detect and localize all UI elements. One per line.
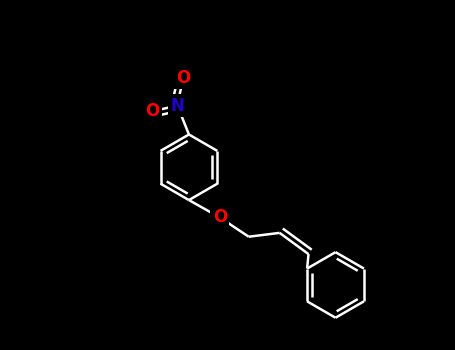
- Text: O: O: [145, 102, 159, 120]
- Text: O: O: [176, 69, 190, 87]
- Text: O: O: [212, 209, 227, 226]
- Text: N: N: [171, 97, 184, 114]
